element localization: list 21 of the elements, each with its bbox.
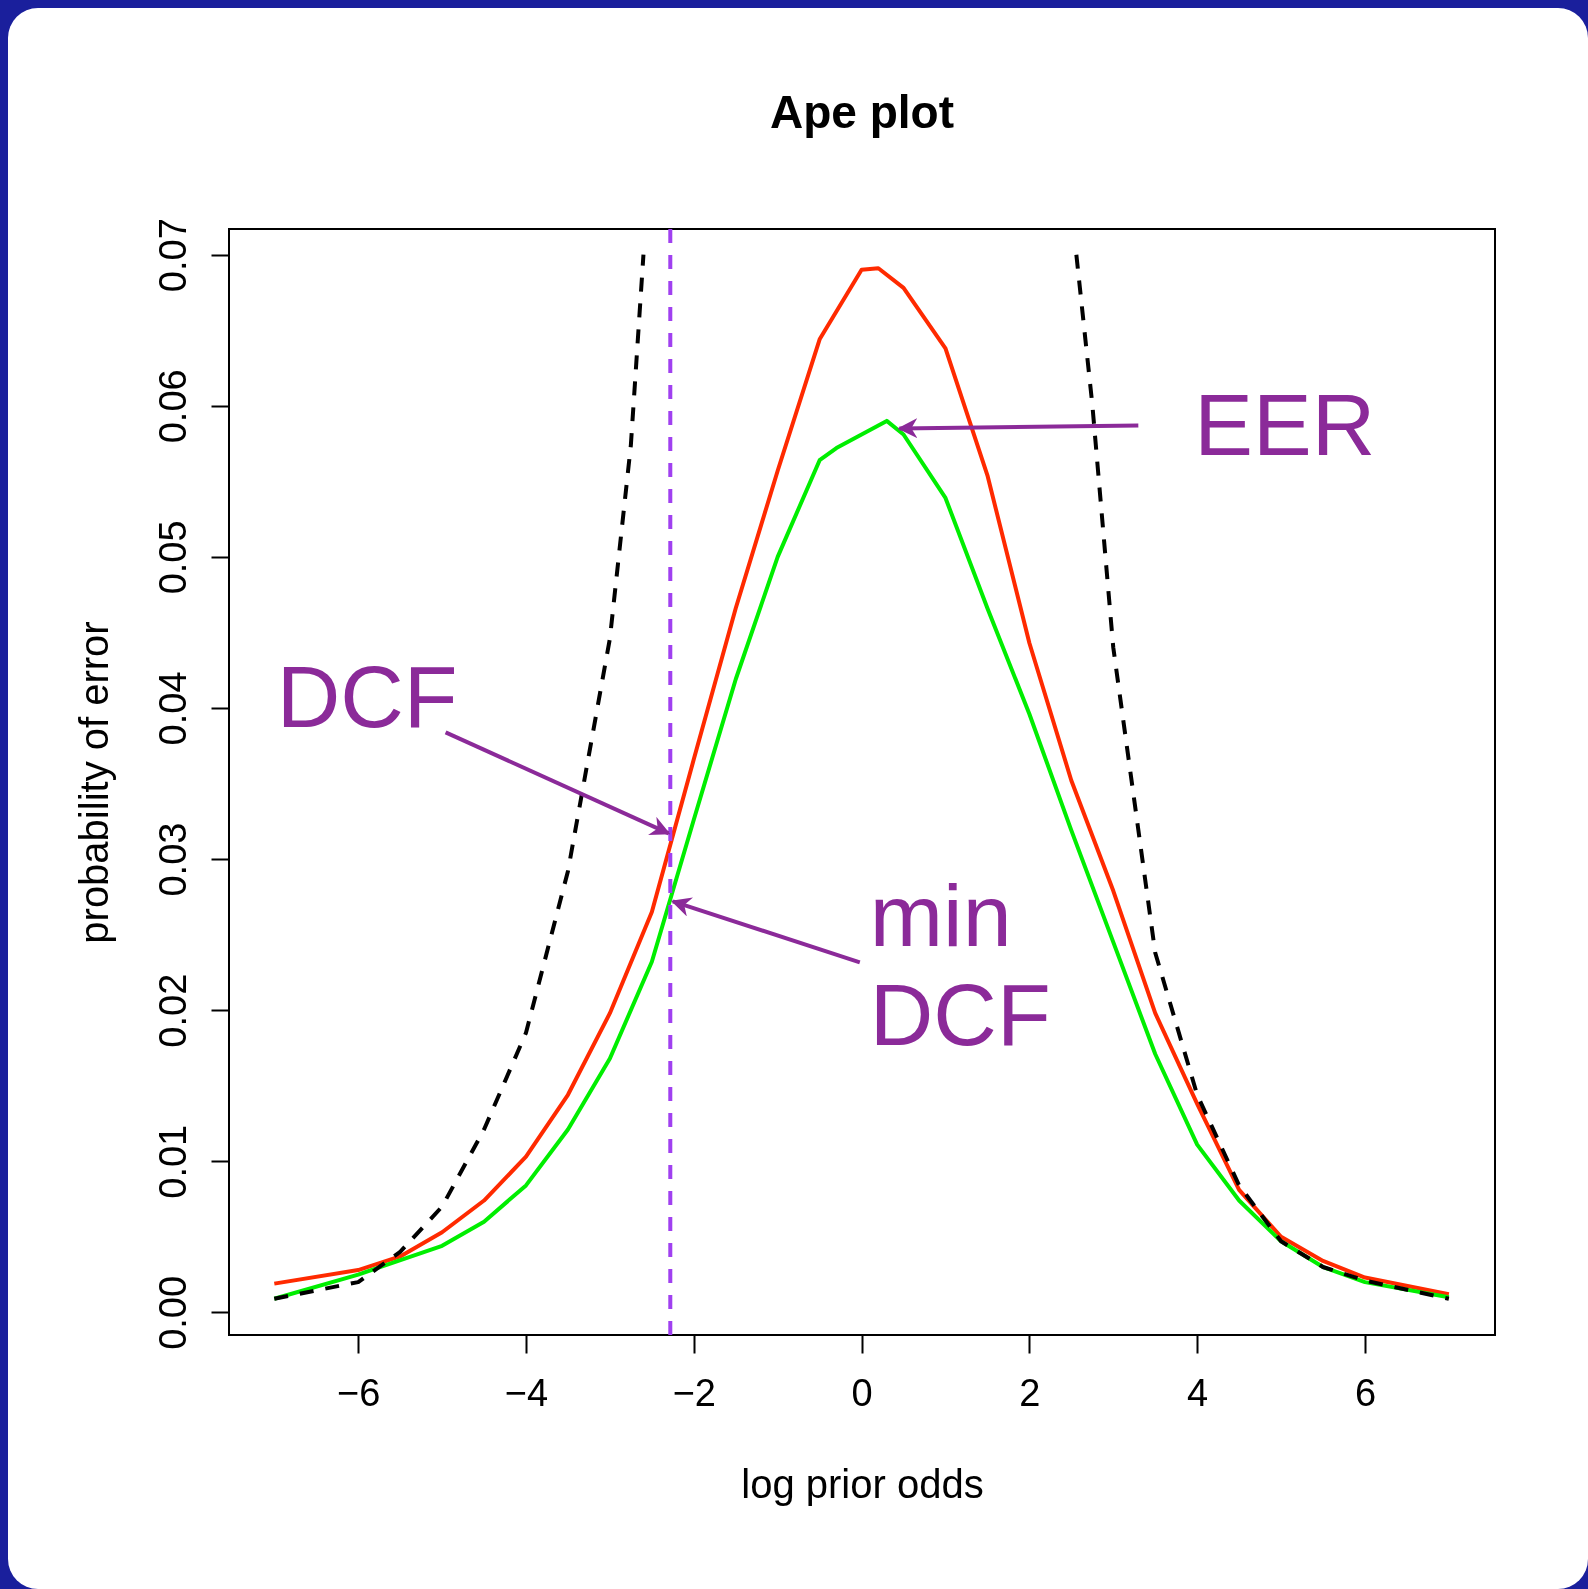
x-tick-label: −2: [672, 1371, 716, 1414]
annotation: DCF: [276, 647, 458, 747]
x-tick-label: −4: [504, 1371, 549, 1414]
x-tick-label: 2: [1019, 1371, 1041, 1414]
y-tick-label: 0.00: [151, 1275, 194, 1350]
x-tick-label: 4: [1187, 1371, 1209, 1414]
y-tick-label: 0.06: [151, 369, 194, 444]
x-tick-label: 0: [851, 1371, 873, 1414]
y-tick-label: 0.04: [151, 671, 194, 746]
y-axis-title: probability of error: [71, 621, 116, 944]
y-tick-label: 0.05: [151, 520, 194, 595]
x-tick-label: 6: [1354, 1371, 1377, 1414]
y-tick-label: 0.07: [151, 218, 194, 293]
y-tick-label: 0.01: [151, 1124, 194, 1199]
x-axis-title: log prior odds: [741, 1461, 984, 1506]
y-tick-label: 0.03: [151, 822, 194, 897]
y-tick-label: 0.02: [151, 973, 194, 1048]
chart-title: Ape plot: [770, 85, 954, 138]
annotation: EER: [1194, 375, 1376, 475]
x-tick-label: −6: [337, 1371, 381, 1414]
annotation: min DCF: [869, 866, 1051, 1065]
